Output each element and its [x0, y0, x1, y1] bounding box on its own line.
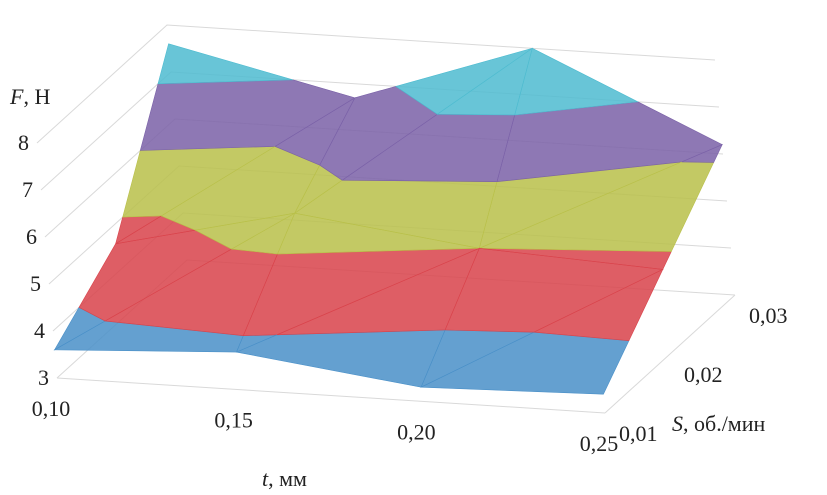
surface-band-6 — [681, 144, 723, 163]
y-axis-unit: , об./мин — [683, 411, 766, 436]
y-tick-label: 0,01 — [619, 421, 658, 446]
surface-band-7 — [514, 47, 639, 116]
z-tick-label: 8 — [18, 130, 29, 155]
x-axis-unit: , мм — [268, 466, 307, 491]
surface — [53, 43, 723, 395]
z-axis-unit: , Н — [23, 84, 50, 109]
surface-band-3 — [235, 329, 446, 388]
y-tick-label: 0,02 — [684, 362, 723, 387]
x-axis-var: t — [262, 466, 269, 491]
y-axis-label: S, об./мин — [672, 411, 766, 436]
x-tick-label: 0,25 — [580, 431, 619, 456]
x-tick-label: 0,20 — [397, 419, 436, 444]
z-tick-label: 4 — [34, 318, 45, 343]
y-tick-labels: 0,01 0,02 0,03 — [619, 303, 788, 446]
z-tick-label: 6 — [26, 224, 37, 249]
z-axis-var: F — [9, 84, 24, 109]
y-axis-line — [604, 294, 736, 414]
y-axis-var: S — [672, 411, 683, 436]
y-tick-label: 0,03 — [749, 303, 788, 328]
surface-band-4 — [532, 268, 664, 342]
z-tick-labels: 3 4 5 6 7 8 — [18, 130, 49, 390]
z-tick-label: 3 — [38, 365, 49, 390]
x-tick-label: 0,15 — [214, 408, 253, 433]
z-axis-label: F, Н — [9, 84, 50, 109]
x-axis-line — [56, 377, 606, 414]
x-tick-labels: 0,10 0,15 0,20 0,25 — [32, 396, 619, 456]
x-axis-label: t, мм — [262, 466, 307, 491]
surface-band-5 — [277, 212, 480, 255]
z-tick-label: 7 — [22, 177, 33, 202]
z-tick-label: 5 — [30, 271, 41, 296]
axis-lines — [56, 294, 736, 414]
surface-band-7 — [157, 43, 293, 85]
x-tick-label: 0,10 — [32, 396, 71, 421]
